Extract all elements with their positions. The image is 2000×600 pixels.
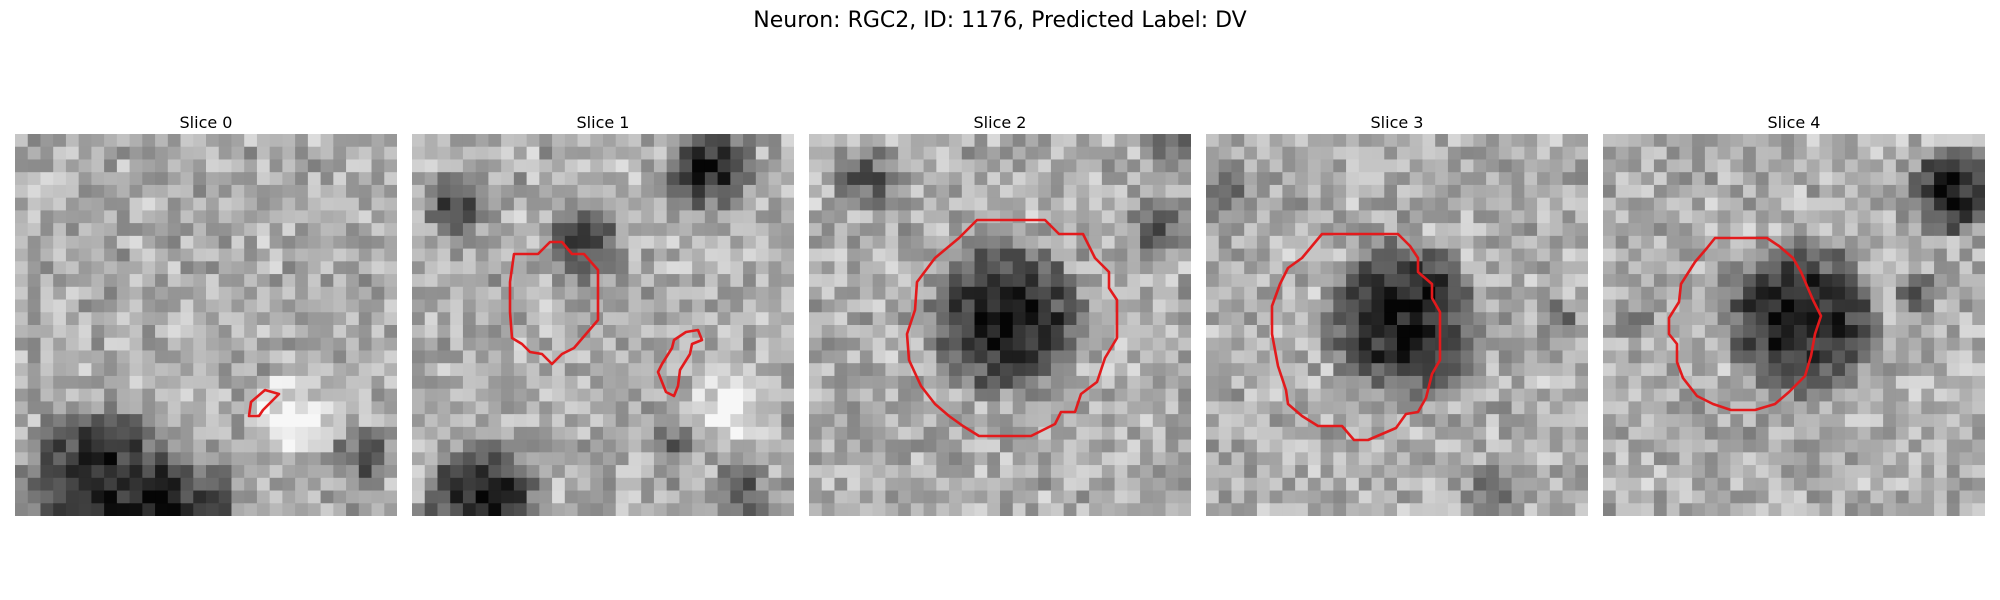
slice-image-4 <box>1603 134 1985 516</box>
slice-panel-1: Slice 1 <box>412 112 794 134</box>
slice-pixels-2 <box>809 134 1191 516</box>
slice-pixels-3 <box>1206 134 1588 516</box>
slice-panel-0: Slice 0 <box>15 112 397 134</box>
slice-pixels-1 <box>412 134 794 516</box>
slice-image-2 <box>809 134 1191 516</box>
slice-title-1: Slice 1 <box>412 112 794 134</box>
slice-title-4: Slice 4 <box>1603 112 1985 134</box>
slice-pixels-4 <box>1603 134 1985 516</box>
slice-panel-3: Slice 3 <box>1206 112 1588 134</box>
slice-image-1 <box>412 134 794 516</box>
slice-image-3 <box>1206 134 1588 516</box>
slice-pixels-0 <box>15 134 397 516</box>
slice-image-0 <box>15 134 397 516</box>
slice-panel-2: Slice 2 <box>809 112 1191 134</box>
slice-title-2: Slice 2 <box>809 112 1191 134</box>
figure-title: Neuron: RGC2, ID: 1176, Predicted Label:… <box>0 8 2000 33</box>
slice-panel-4: Slice 4 <box>1603 112 1985 134</box>
slice-title-0: Slice 0 <box>15 112 397 134</box>
slice-title-3: Slice 3 <box>1206 112 1588 134</box>
